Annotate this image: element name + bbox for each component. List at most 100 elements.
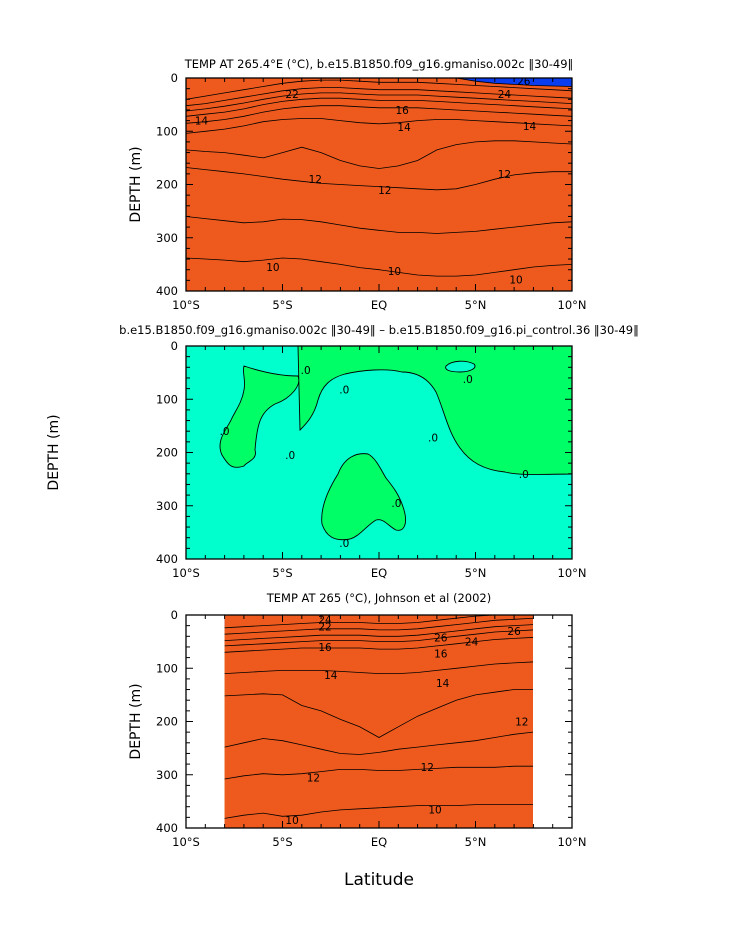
- contour-label: 12: [307, 772, 320, 784]
- contour-label: 24: [318, 614, 332, 626]
- contour-label: .0: [220, 426, 230, 438]
- contour-label: 14: [436, 678, 450, 690]
- y-tick-label: 100: [156, 661, 178, 675]
- contour-label: 26: [507, 626, 521, 638]
- y-tick-label: 100: [156, 392, 178, 406]
- contour-label: .0: [339, 385, 349, 397]
- panel-2-fill: [186, 346, 572, 559]
- contour-label: .0: [391, 498, 401, 510]
- isotherm-line-20: [186, 92, 572, 112]
- contour-label: 12: [309, 174, 322, 186]
- isotherm-line-18: [224, 629, 533, 647]
- contour-label: 24: [465, 637, 479, 649]
- contour-label: 22: [318, 622, 331, 634]
- x-tick-label: 5°N: [465, 835, 487, 849]
- isotherm-line-16: [224, 637, 533, 653]
- isotherm-line-14: [186, 118, 572, 134]
- y-tick-label: 400: [156, 284, 178, 298]
- panel-2-contour-labels: .0 .0 .0 .0 .0 .0 .0 .0 .0: [220, 365, 529, 550]
- x-axis-label: Latitude: [344, 870, 414, 890]
- x-tick-label: 10°N: [558, 835, 587, 849]
- x-tick-label: 5°S: [272, 298, 292, 312]
- isotherm-line-18: [186, 97, 572, 117]
- contour-label: .0: [339, 538, 349, 550]
- x-tick-label: 10°N: [558, 566, 587, 580]
- isotherm-line-11: [224, 765, 533, 780]
- contour-label: .0: [463, 374, 473, 386]
- y-tick-label: 200: [156, 178, 178, 192]
- isotherm-line-13: [224, 689, 533, 738]
- isotherm-fill-26: [224, 615, 533, 828]
- contour-label: 26: [517, 76, 531, 88]
- contour-label: 10: [428, 804, 441, 816]
- contour-label: 12: [421, 762, 434, 774]
- isotherm-line-22: [224, 617, 533, 635]
- y-tick-label: 300: [156, 231, 178, 245]
- y-tick-label: 100: [156, 124, 178, 138]
- contour-label: .0: [285, 450, 295, 462]
- contour-label: 22: [285, 89, 298, 101]
- contour-label: 10: [388, 266, 401, 278]
- panel-3-title: TEMP AT 265 (°C), Johnson et al (2002): [266, 591, 491, 605]
- contour-label: 12: [378, 185, 391, 197]
- contour-label: .0: [519, 469, 529, 481]
- positive-region-center-east: [297, 346, 572, 475]
- panel-2-title: b.e15.B1850.f09_g16.gmaniso.002c ‖30-49‖…: [119, 323, 639, 337]
- contour-label: 24: [498, 89, 512, 101]
- x-tick-label: 5°N: [465, 566, 487, 580]
- isotherm-line-24: [224, 615, 533, 629]
- isotherm-line-26: [186, 78, 572, 87]
- isotherm-line-10: [186, 257, 572, 277]
- isotherm-line-20: [224, 624, 533, 641]
- isotherm-line-22: [186, 87, 572, 107]
- contour-label: 14: [324, 670, 338, 682]
- y-tick-label: 0: [171, 71, 178, 85]
- panel-1-axes: 10°S 5°S EQ 5°N 10°N 0 100 200 300 400: [156, 71, 586, 312]
- x-tick-label: 5°N: [465, 298, 487, 312]
- contour-label: 12: [498, 169, 511, 181]
- negative-pocket: [445, 360, 476, 373]
- panel-1-title: TEMP AT 265.4°E (°C), b.e15.B1850.f09_g1…: [184, 57, 574, 71]
- contour-label: 10: [266, 262, 279, 274]
- contour-label: 16: [396, 105, 410, 117]
- y-tick-label: 200: [156, 715, 178, 729]
- panel-3-axes: 10°S 5°S EQ 5°N 10°N 0 100 200 300 400: [156, 608, 586, 849]
- isotherm-line-13: [186, 140, 572, 169]
- panel-model-temperature: TEMP AT 265.4°E (°C), b.e15.B1850.f09_g1…: [128, 57, 587, 312]
- isotherm-line-14: [224, 661, 533, 674]
- panel-2-y-axis-label: DEPTH (m): [46, 414, 62, 490]
- panel-2-axes: 10°S 5°S EQ 5°N 10°N 0 100 200 300 400: [156, 339, 586, 580]
- y-tick-label: 0: [171, 608, 178, 622]
- x-tick-label: 10°S: [172, 566, 200, 580]
- isotherm-line-12: [224, 731, 533, 755]
- positive-region-west: [219, 365, 300, 468]
- x-tick-label: EQ: [371, 835, 387, 849]
- x-tick-label: EQ: [371, 298, 387, 312]
- contour-label: .0: [428, 433, 438, 445]
- x-tick-label: 10°S: [172, 298, 200, 312]
- panel-observed-temperature: TEMP AT 265 (°C), Johnson et al (2002) 2…: [128, 591, 587, 890]
- panel-1-contours: 26 24 22 16 14 14 14 12 12 12 10 10 10: [186, 76, 572, 291]
- x-tick-label: 10°N: [558, 298, 587, 312]
- contour-label: 14: [195, 116, 209, 128]
- contour-label: 26: [434, 632, 448, 644]
- isotherm-line-10: [224, 804, 533, 819]
- x-tick-label: 10°S: [172, 835, 200, 849]
- x-tick-label: 5°S: [272, 835, 292, 849]
- y-tick-label: 400: [156, 552, 178, 566]
- panel-3-y-axis-label: DEPTH (m): [128, 683, 144, 759]
- panel-1-y-axis-label: DEPTH (m): [128, 146, 144, 222]
- y-tick-label: 300: [156, 768, 178, 782]
- contour-label: 12: [515, 717, 528, 729]
- y-tick-label: 200: [156, 446, 178, 460]
- isotherm-line-12: [186, 167, 572, 191]
- contour-label: 14: [523, 121, 537, 133]
- y-tick-label: 300: [156, 499, 178, 513]
- contour-label: 10: [509, 274, 522, 286]
- contour-label: 16: [434, 648, 448, 660]
- x-tick-label: EQ: [371, 566, 387, 580]
- isotherm-fill-26: [186, 78, 572, 291]
- positive-region-deep: [321, 453, 407, 541]
